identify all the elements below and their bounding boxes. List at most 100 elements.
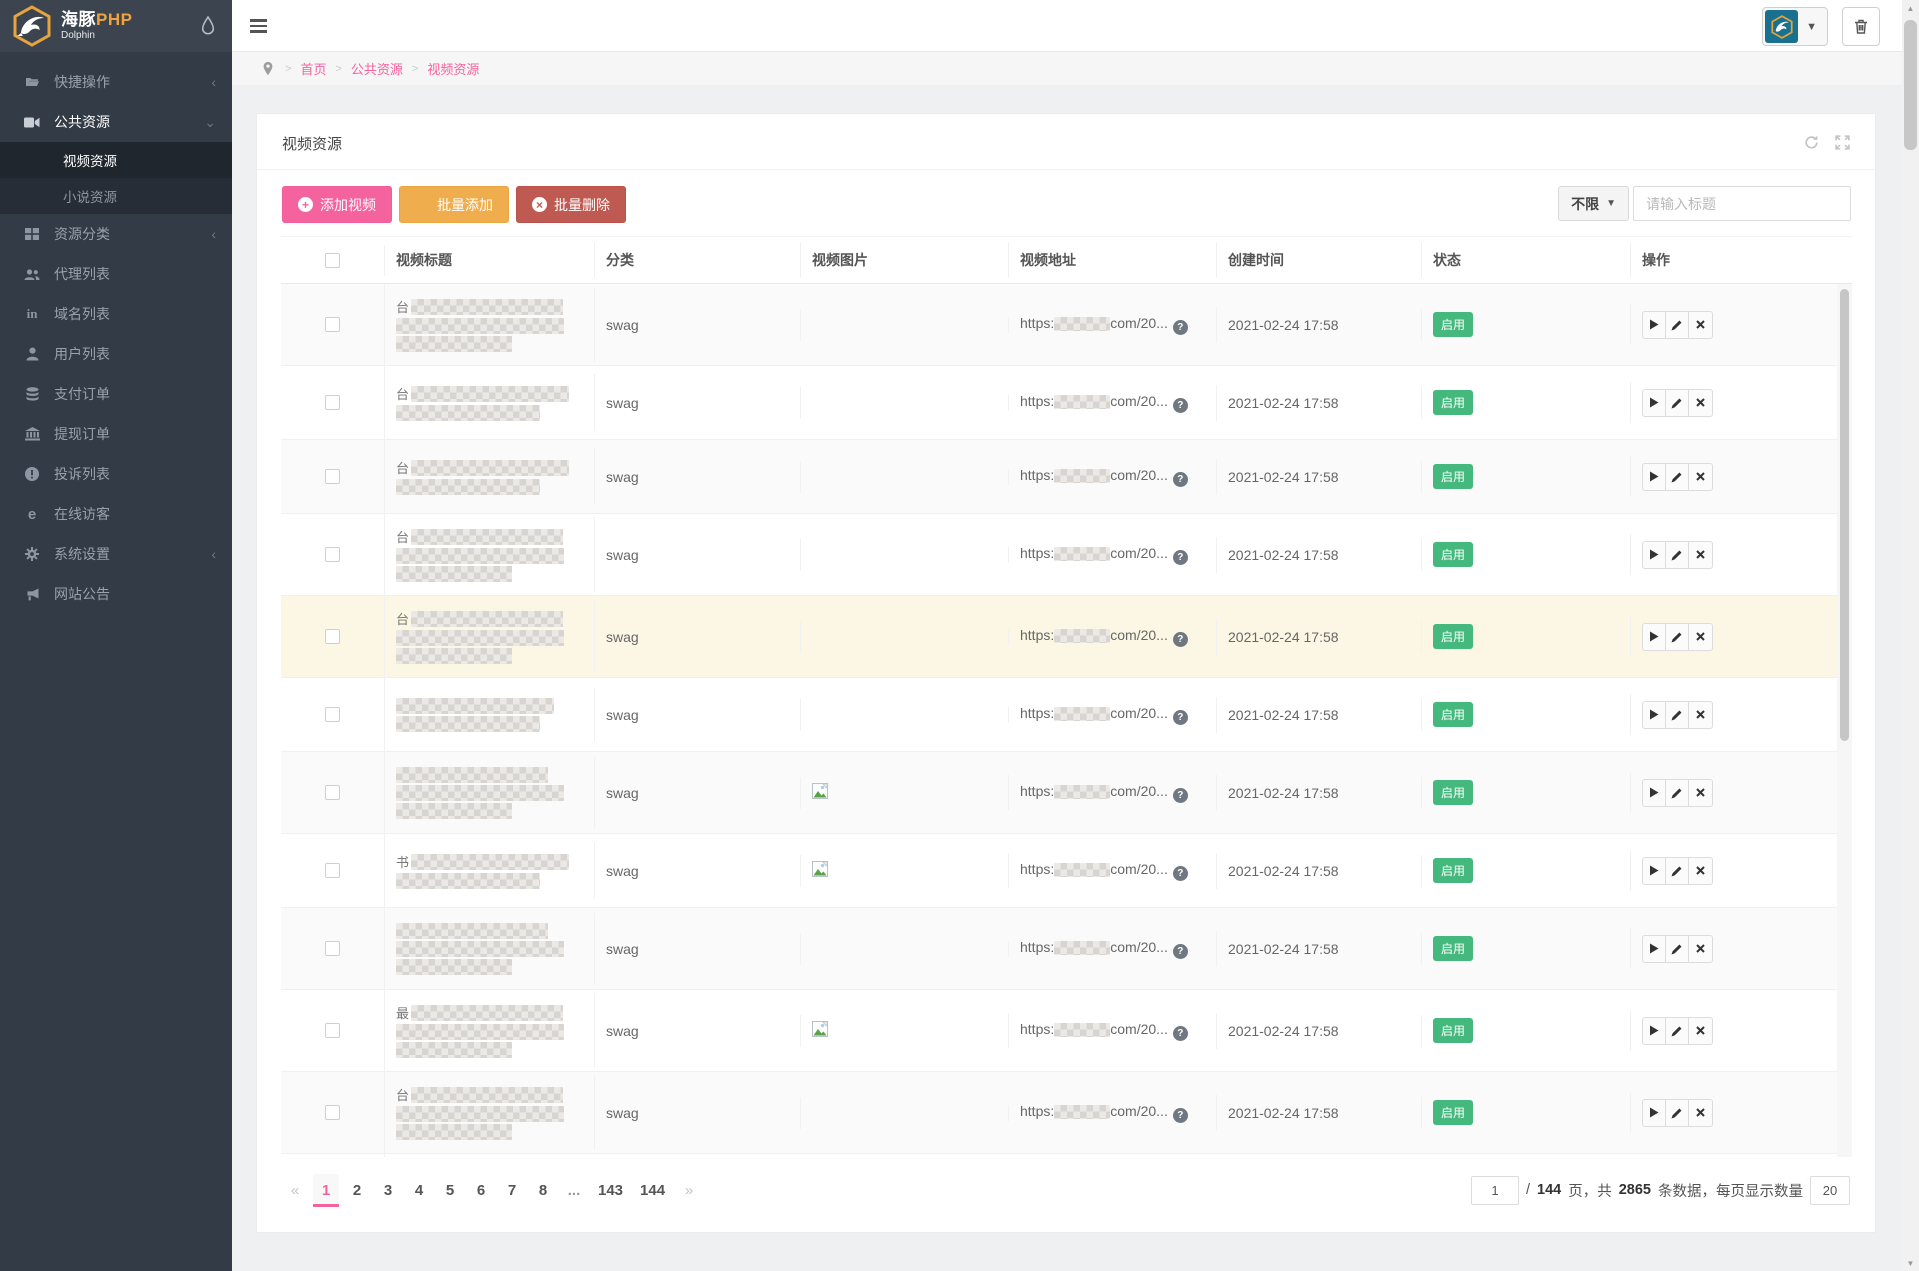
row-checkbox[interactable] xyxy=(325,1023,340,1038)
page-button-5[interactable]: 5 xyxy=(445,1181,455,1199)
page-button-1[interactable]: 1 xyxy=(313,1173,339,1207)
delete-button[interactable] xyxy=(1689,780,1712,806)
page-button-4[interactable]: 4 xyxy=(414,1181,424,1199)
page-button-144[interactable]: 144 xyxy=(640,1181,666,1199)
select-all-checkbox[interactable] xyxy=(325,252,340,268)
sidebar-item-4[interactable]: in 域名列表 xyxy=(0,294,232,334)
edit-button[interactable] xyxy=(1666,1017,1689,1044)
help-icon[interactable]: ? xyxy=(1172,1025,1188,1041)
refresh-icon[interactable] xyxy=(1803,134,1820,151)
play-button[interactable] xyxy=(1643,935,1666,962)
play-button[interactable] xyxy=(1643,541,1666,568)
row-checkbox[interactable] xyxy=(325,629,340,644)
play-button[interactable] xyxy=(1643,779,1666,806)
edit-button[interactable] xyxy=(1666,935,1689,962)
page-button-6[interactable]: 6 xyxy=(476,1181,486,1199)
sidebar-item-9[interactable]: e 在线访客 xyxy=(0,494,232,534)
page-scrollbar-thumb[interactable] xyxy=(1904,20,1917,150)
edit-button[interactable] xyxy=(1666,701,1689,728)
help-icon[interactable]: ? xyxy=(1172,319,1188,335)
breadcrumb-public-resources-link[interactable]: 公共资源 xyxy=(350,62,403,77)
edit-button[interactable] xyxy=(1666,541,1689,568)
table-scrollbar-thumb[interactable] xyxy=(1840,289,1849,741)
delete-button[interactable] xyxy=(1689,702,1712,728)
help-icon[interactable]: ? xyxy=(1172,865,1188,881)
row-checkbox[interactable] xyxy=(325,547,340,562)
row-checkbox[interactable] xyxy=(325,941,340,956)
batch-add-button[interactable]: 批量添加 xyxy=(399,186,509,223)
row-checkbox[interactable] xyxy=(325,469,340,484)
play-button[interactable] xyxy=(1643,701,1666,728)
play-button[interactable] xyxy=(1643,463,1666,490)
batch-delete-button[interactable]: × 批量删除 xyxy=(516,186,626,223)
play-button[interactable] xyxy=(1643,1099,1666,1126)
delete-button[interactable] xyxy=(1689,624,1712,650)
help-icon[interactable]: ? xyxy=(1172,397,1188,413)
edit-button[interactable] xyxy=(1666,1099,1689,1126)
sidebar-item-8[interactable]: 投诉列表 xyxy=(0,454,232,494)
row-checkbox[interactable] xyxy=(325,785,340,800)
sidebar-item-2[interactable]: 资源分类 ‹ xyxy=(0,214,232,254)
row-checkbox[interactable] xyxy=(325,707,340,722)
user-avatar-button[interactable]: ▼ xyxy=(1762,7,1828,46)
row-checkbox[interactable] xyxy=(325,395,340,410)
delete-button[interactable] xyxy=(1689,312,1712,338)
scroll-down-arrow[interactable]: ▼ xyxy=(1906,1258,1915,1268)
trash-button[interactable] xyxy=(1842,7,1880,46)
per-page-input[interactable] xyxy=(1810,1175,1850,1205)
page-button-2[interactable]: 2 xyxy=(352,1181,362,1199)
play-button[interactable] xyxy=(1643,1017,1666,1044)
edit-button[interactable] xyxy=(1666,311,1689,338)
fullscreen-icon[interactable] xyxy=(1834,134,1851,151)
scope-dropdown[interactable]: 不限 ▼ xyxy=(1558,186,1629,221)
breadcrumb-home-link[interactable]: 首页 xyxy=(300,62,327,77)
sidebar-item-7[interactable]: 提现订单 xyxy=(0,414,232,454)
edit-button[interactable] xyxy=(1666,623,1689,650)
row-checkbox[interactable] xyxy=(325,1105,340,1120)
delete-button[interactable] xyxy=(1689,390,1712,416)
help-icon[interactable]: ? xyxy=(1172,943,1188,959)
page-button-7[interactable]: 7 xyxy=(507,1181,517,1199)
next-page-button[interactable]: » xyxy=(684,1181,694,1199)
row-checkbox[interactable] xyxy=(325,317,340,332)
delete-button[interactable] xyxy=(1689,542,1712,568)
sidebar-item-11[interactable]: 网站公告 xyxy=(0,574,232,614)
play-button[interactable] xyxy=(1643,311,1666,338)
play-button[interactable] xyxy=(1643,389,1666,416)
page-button-3[interactable]: 3 xyxy=(383,1181,393,1199)
title-search-input[interactable] xyxy=(1633,186,1851,221)
help-icon[interactable]: ? xyxy=(1172,549,1188,565)
help-icon[interactable]: ? xyxy=(1172,709,1188,725)
delete-button[interactable] xyxy=(1689,858,1712,884)
edit-button[interactable] xyxy=(1666,857,1689,884)
sidebar-item-6[interactable]: 支付订单 xyxy=(0,374,232,414)
help-icon[interactable]: ? xyxy=(1172,471,1188,487)
sidebar-subitem-小说资源[interactable]: 小说资源 xyxy=(63,190,117,205)
edit-button[interactable] xyxy=(1666,389,1689,416)
sidebar-item-0[interactable]: 快捷操作 ‹ xyxy=(0,62,232,102)
scroll-up-arrow[interactable]: ▲ xyxy=(1906,3,1915,13)
sidebar-item-1[interactable]: 公共资源 ⌄ xyxy=(0,102,232,142)
add-video-button[interactable]: + 添加视频 xyxy=(282,186,392,223)
edit-button[interactable] xyxy=(1666,463,1689,490)
delete-button[interactable] xyxy=(1689,1018,1712,1044)
prev-page-button[interactable]: « xyxy=(290,1181,300,1199)
sidebar-item-3[interactable]: 代理列表 xyxy=(0,254,232,294)
play-button[interactable] xyxy=(1643,623,1666,650)
page-jump-input[interactable] xyxy=(1471,1175,1519,1205)
row-checkbox[interactable] xyxy=(325,863,340,878)
sidebar-item-10[interactable]: 系统设置 ‹ xyxy=(0,534,232,574)
sidebar-subitem-视频资源[interactable]: 视频资源 xyxy=(0,142,232,178)
hamburger-menu-icon[interactable] xyxy=(250,16,272,36)
page-button-143[interactable]: 143 xyxy=(598,1181,624,1199)
delete-button[interactable] xyxy=(1689,1100,1712,1126)
sidebar-item-5[interactable]: 用户列表 xyxy=(0,334,232,374)
delete-button[interactable] xyxy=(1689,464,1712,490)
delete-button[interactable] xyxy=(1689,936,1712,962)
help-icon[interactable]: ? xyxy=(1172,1107,1188,1123)
play-button[interactable] xyxy=(1643,857,1666,884)
page-button-8[interactable]: 8 xyxy=(538,1181,548,1199)
help-icon[interactable]: ? xyxy=(1172,787,1188,803)
breadcrumb-video-resources-link[interactable]: 视频资源 xyxy=(427,62,480,77)
edit-button[interactable] xyxy=(1666,779,1689,806)
